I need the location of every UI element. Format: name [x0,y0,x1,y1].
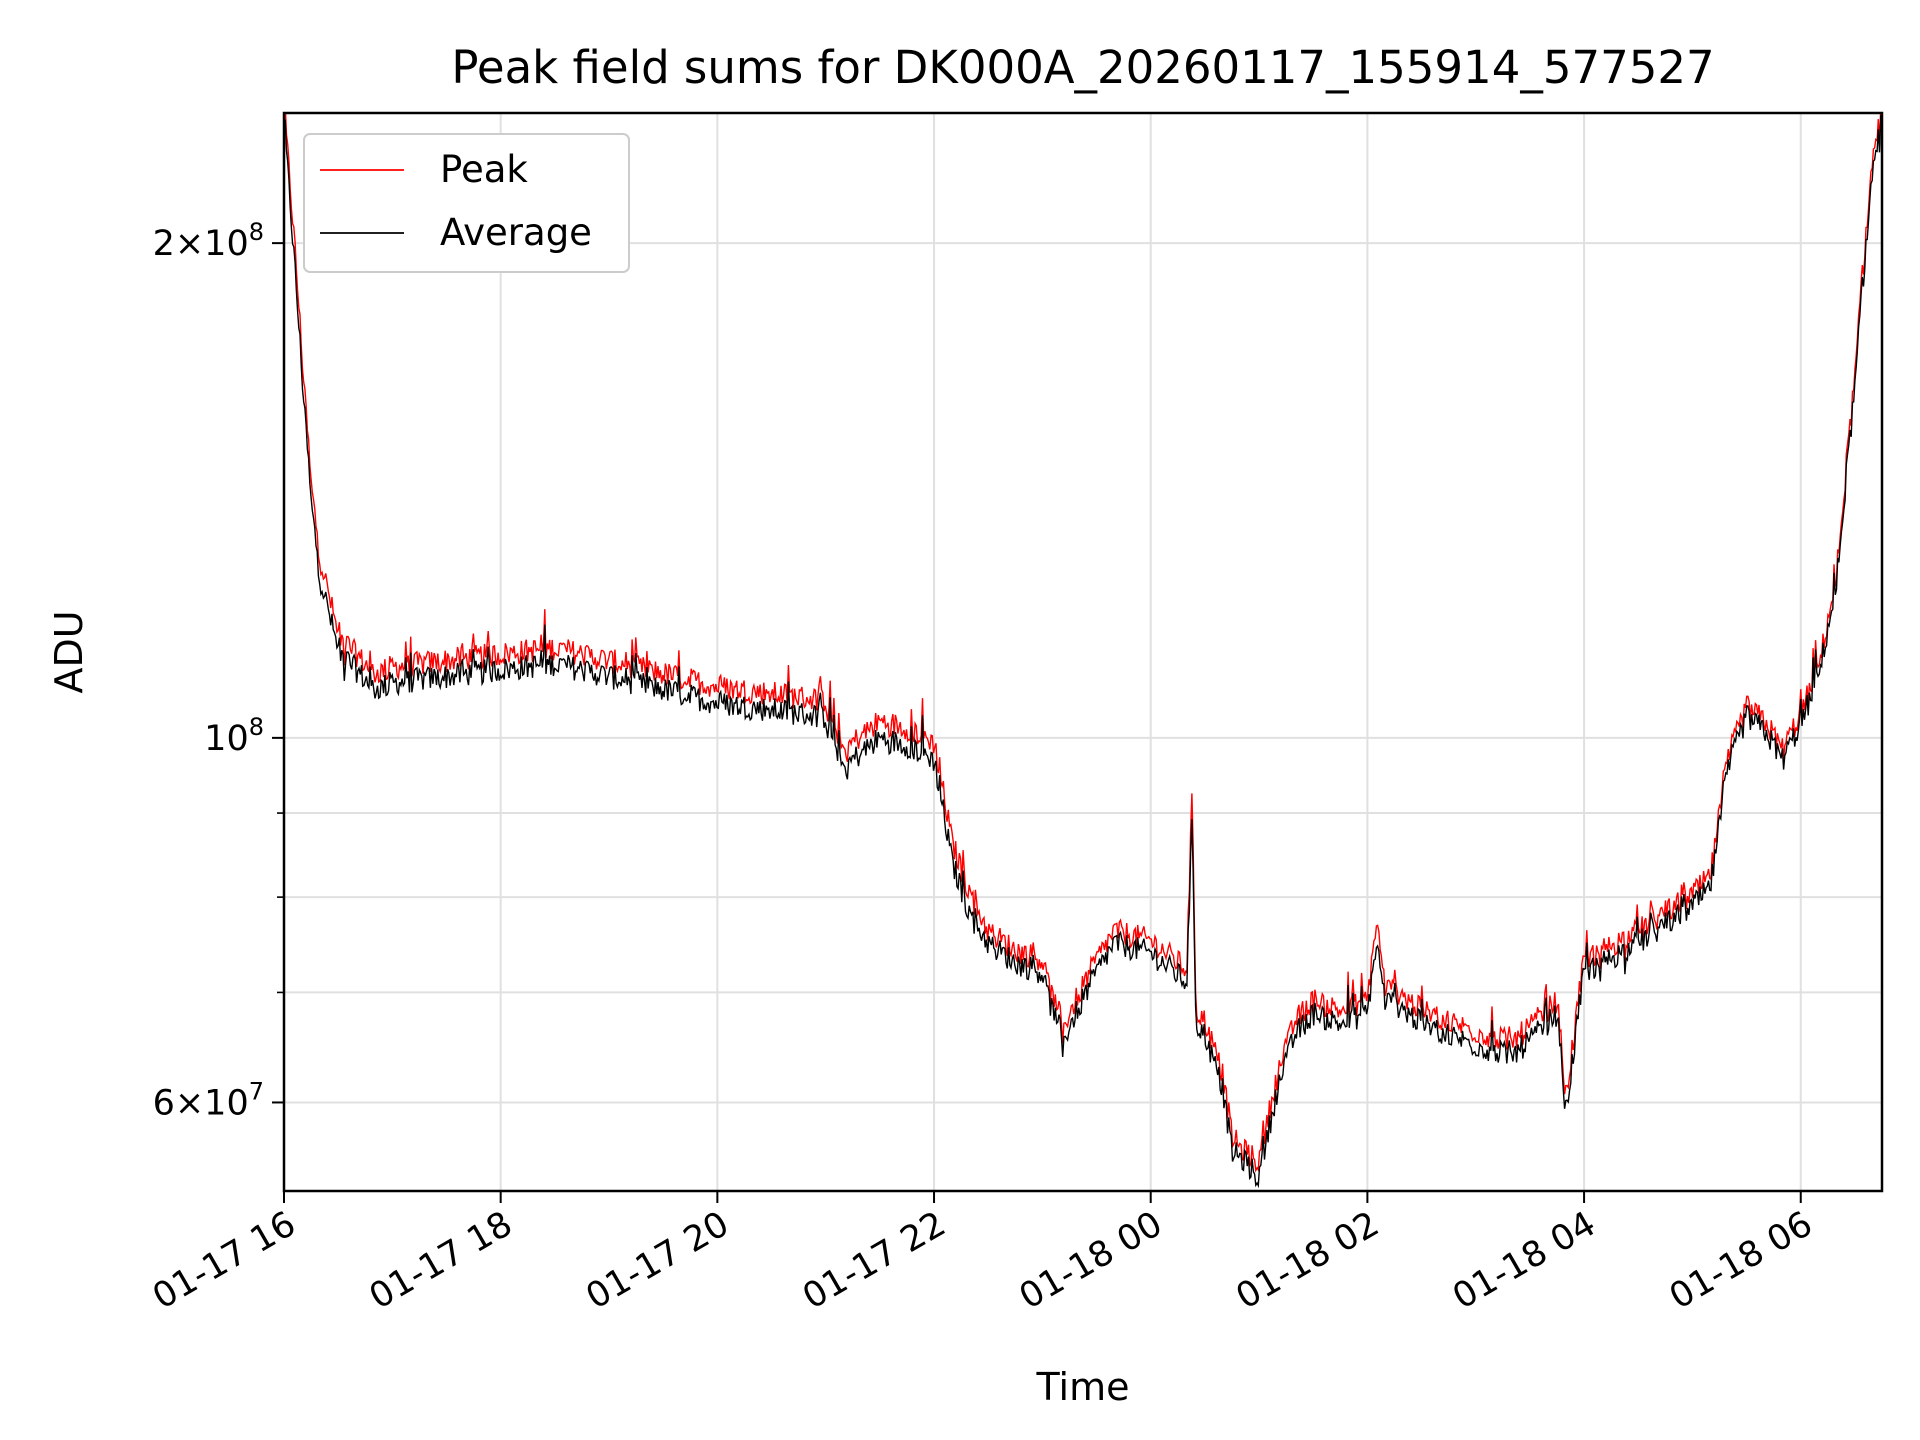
chart-title: Peak field sums for DK000A_20260117_1559… [451,41,1714,94]
legend-label-average: Average [440,211,592,254]
series-line-peak [284,113,1882,1173]
y-axis-label: ADU [47,610,91,693]
y-tick-label: 2×108 [153,218,264,264]
y-tick-label: 108 [204,713,264,759]
series-group [284,113,1882,1189]
y-tick-label: 6×107 [153,1077,264,1123]
legend-box [303,133,630,273]
legend-label-peak: Peak [440,148,528,191]
y-axis: 2×108 108 6×107 [153,218,284,1123]
plot-frame [282,111,1884,1193]
legend: Peak Average [303,133,630,273]
x-axis-label: Time [1036,1365,1130,1409]
series-line-average [284,115,1882,1189]
